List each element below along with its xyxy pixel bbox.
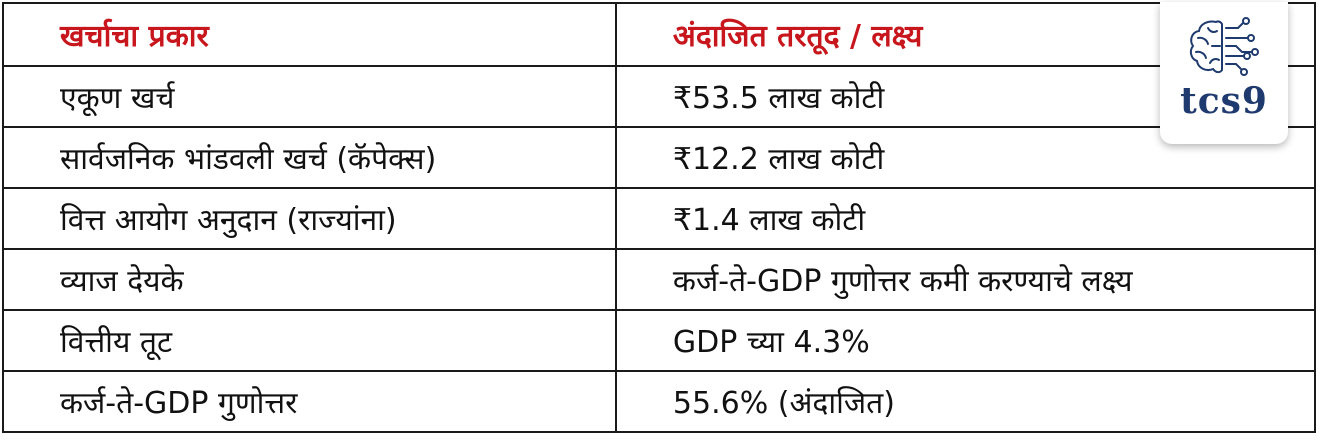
budget-table: खर्चाचा प्रकार अंदाजित तरतूद / लक्ष्य एक… <box>2 2 1317 433</box>
row-label: व्याज देयके <box>2 248 617 311</box>
row-value: 55.6% (अंदाजित) <box>614 370 1317 433</box>
header-expense-type: खर्चाचा प्रकार <box>2 2 617 67</box>
table-row: सार्वजनिक भांडवली खर्च (कॅपेक्स) ₹12.2 ल… <box>2 126 1317 189</box>
table-row: एकूण खर्च ₹53.5 लाख कोटी <box>2 65 1317 128</box>
row-value: GDP च्या 4.3% <box>614 309 1317 372</box>
table-row: व्याज देयके कर्ज-ते-GDP गुणोत्तर कमी करण… <box>2 248 1317 311</box>
table-row: कर्ज-ते-GDP गुणोत्तर 55.6% (अंदाजित) <box>2 370 1317 433</box>
table-row: वित्तीय तूट GDP च्या 4.3% <box>2 309 1317 372</box>
tcs9-logo: tcs9 <box>1160 2 1288 144</box>
brain-circuit-icon <box>1189 17 1259 76</box>
table-row: वित्त आयोग अनुदान (राज्यांना) ₹1.4 लाख क… <box>2 187 1317 250</box>
table-header-row: खर्चाचा प्रकार अंदाजित तरतूद / लक्ष्य <box>2 2 1317 67</box>
row-label: वित्त आयोग अनुदान (राज्यांना) <box>2 187 617 250</box>
row-label: सार्वजनिक भांडवली खर्च (कॅपेक्स) <box>2 126 617 189</box>
row-label: कर्ज-ते-GDP गुणोत्तर <box>2 370 617 433</box>
logo-text: tcs9 <box>1180 80 1268 122</box>
row-value: ₹1.4 लाख कोटी <box>614 187 1317 250</box>
row-label: एकूण खर्च <box>2 65 617 128</box>
row-label: वित्तीय तूट <box>2 309 617 372</box>
row-value: कर्ज-ते-GDP गुणोत्तर कमी करण्याचे लक्ष्य <box>614 248 1317 311</box>
